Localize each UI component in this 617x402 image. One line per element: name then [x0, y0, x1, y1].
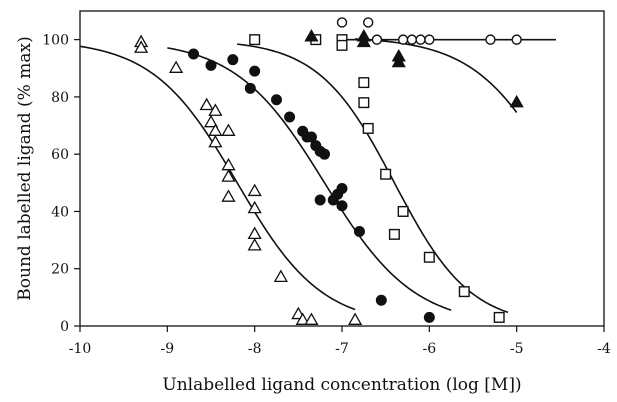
data-point-filled-circle: [375, 294, 387, 306]
data-point-open-triangle: [221, 169, 236, 182]
data-point-open-square: [397, 205, 409, 217]
data-point-open-triangle: [208, 134, 223, 148]
data-markers: [134, 17, 524, 325]
fit-lines: [79, 38, 556, 314]
axis-ticks: [74, 39, 605, 332]
y-tick-label: 80: [51, 90, 69, 106]
data-point-open-square: [380, 168, 392, 180]
data-point-filled-circle: [188, 48, 200, 60]
data-point-open-circle: [511, 34, 522, 45]
data-point-filled-circle: [319, 148, 331, 160]
data-point-open-square: [423, 251, 435, 263]
data-point-open-triangle: [199, 97, 214, 111]
y-tick-label: 20: [51, 262, 69, 278]
data-point-open-square: [358, 97, 370, 109]
y-tick-label: 100: [42, 33, 69, 49]
data-point-filled-circle: [314, 194, 326, 206]
y-axis-label: Bound labelled ligand (% max): [15, 36, 35, 300]
x-tick-label: -9: [161, 341, 175, 357]
data-point-open-circle: [485, 34, 496, 45]
data-point-filled-circle: [336, 183, 348, 195]
data-point-open-triangle: [348, 312, 363, 325]
data-point-filled-circle: [423, 311, 435, 323]
data-point-open-circle: [415, 34, 426, 45]
data-point-open-square: [493, 311, 505, 323]
data-point-open-triangle: [203, 114, 219, 128]
data-point-open-triangle: [247, 226, 262, 240]
data-point-open-triangle: [168, 60, 184, 73]
y-tick-label: 60: [51, 147, 69, 163]
fit-curve-2: [167, 47, 452, 311]
data-point-open-square: [388, 228, 400, 240]
data-point-open-circle: [397, 34, 409, 45]
data-point-filled-triangle: [304, 28, 319, 42]
data-point-open-triangle: [273, 269, 288, 282]
data-point-filled-circle: [336, 200, 348, 212]
data-point-open-square: [362, 122, 374, 134]
x-tick-label: -5: [510, 341, 524, 357]
data-point-filled-circle: [353, 226, 365, 237]
data-point-open-triangle: [247, 200, 262, 214]
y-tick-label: 40: [51, 204, 69, 220]
x-tick-label: -6: [423, 341, 437, 357]
plot-frame: [79, 10, 605, 327]
data-point-filled-circle: [271, 94, 282, 106]
x-axis-label: Unlabelled ligand concentration (log [M]…: [162, 375, 521, 395]
data-point-filled-triangle: [356, 34, 371, 48]
data-point-open-triangle: [221, 123, 236, 136]
data-point-filled-circle: [249, 65, 261, 77]
data-point-filled-circle: [305, 131, 317, 143]
data-point-open-circle: [371, 34, 383, 45]
data-point-filled-circle: [244, 82, 256, 94]
data-point-open-circle: [424, 34, 435, 45]
data-point-filled-triangle: [509, 94, 524, 108]
fit-curve-3: [237, 43, 509, 314]
data-point-open-circle: [363, 17, 374, 28]
data-point-open-triangle: [304, 312, 319, 325]
data-point-open-triangle: [247, 238, 262, 251]
data-point-open-square: [336, 39, 348, 51]
data-point-open-circle: [336, 17, 348, 28]
data-point-filled-circle: [205, 59, 217, 71]
data-point-open-triangle: [247, 183, 262, 197]
data-point-open-square: [458, 286, 470, 298]
data-point-filled-circle: [284, 111, 296, 123]
data-point-open-triangle: [208, 103, 223, 116]
tick-labels: -10 -9 -8 -7 -6 -5 -4 0 20 40 60 80 100: [42, 33, 611, 357]
data-point-open-triangle: [134, 40, 149, 53]
x-tick-label: -4: [597, 341, 611, 357]
data-point-open-square: [358, 77, 370, 89]
y-tick-label: 0: [60, 319, 69, 335]
data-point-open-square: [249, 34, 261, 46]
x-tick-label: -8: [248, 341, 262, 357]
fit-curve-4: [355, 38, 518, 114]
fit-curve-1: [79, 45, 356, 311]
x-tick-label: -7: [335, 341, 349, 357]
data-point-open-circle: [406, 34, 418, 45]
data-point-open-triangle: [295, 312, 310, 325]
x-tick-label: -10: [69, 341, 92, 357]
data-point-filled-triangle: [391, 54, 406, 68]
data-point-open-triangle: [221, 189, 236, 202]
data-point-filled-circle: [227, 54, 239, 66]
